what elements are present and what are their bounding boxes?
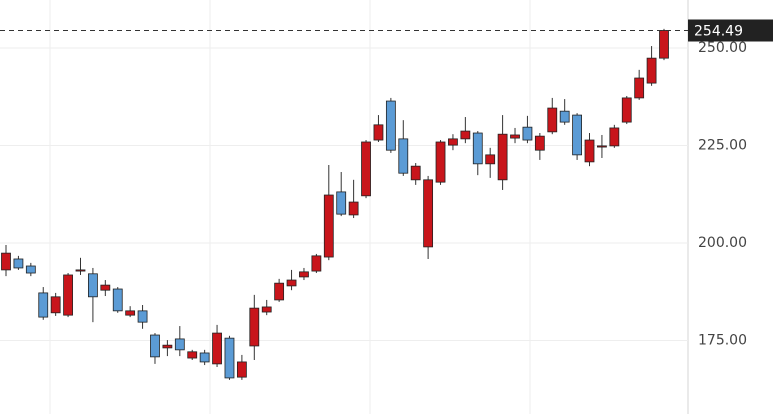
y-tick-label: 250.00 xyxy=(698,40,747,56)
candle-body xyxy=(224,337,235,379)
candle-body xyxy=(174,338,185,351)
candle-body xyxy=(497,133,508,181)
candle-body xyxy=(38,292,49,318)
candle-body xyxy=(460,130,471,140)
candle-body xyxy=(75,269,86,272)
candle-body xyxy=(572,114,582,156)
last-price-box xyxy=(688,19,773,42)
candle-body xyxy=(112,288,123,312)
candle-body xyxy=(249,307,260,347)
candle-body xyxy=(559,110,570,123)
candle-body xyxy=(609,127,620,147)
candle-body xyxy=(63,274,73,316)
last-price-label: 254.49 xyxy=(694,23,743,39)
candle-body xyxy=(100,284,111,291)
candle-body xyxy=(212,332,222,365)
candle-body xyxy=(88,273,98,298)
candle-body xyxy=(187,351,198,359)
candle-body xyxy=(584,139,595,163)
candle-body xyxy=(286,279,297,287)
candle-body xyxy=(361,141,371,197)
y-tick-label: 175.00 xyxy=(698,332,747,348)
candle-body xyxy=(634,77,645,99)
candle-body xyxy=(522,126,533,141)
candle-body xyxy=(336,191,347,215)
candle-body xyxy=(50,296,61,314)
candle-body xyxy=(621,97,632,123)
candle-body xyxy=(261,306,272,313)
candle-body xyxy=(472,132,483,165)
candle-body xyxy=(199,352,210,363)
candle-body xyxy=(13,258,24,269)
candle-body xyxy=(323,194,334,258)
candle-body xyxy=(398,138,409,174)
candle-body xyxy=(423,179,434,248)
candle-body xyxy=(510,134,520,139)
candle-body xyxy=(162,344,173,349)
candle-body xyxy=(448,138,458,146)
candle-body xyxy=(534,135,545,151)
vertical-grid xyxy=(49,0,531,414)
candle-body xyxy=(25,265,36,274)
candle-body xyxy=(410,165,421,181)
y-tick-label: 225.00 xyxy=(698,138,747,154)
candle-body xyxy=(348,201,359,216)
candle-body xyxy=(125,310,136,316)
candle-body xyxy=(299,271,309,278)
candle-body xyxy=(597,145,607,148)
candle-body xyxy=(137,310,148,323)
candle-body xyxy=(274,282,285,301)
candle-body xyxy=(236,361,247,378)
candle-body xyxy=(311,255,322,272)
candle-body xyxy=(646,57,657,84)
candle-body xyxy=(373,124,384,141)
candle-body xyxy=(1,252,11,271)
candle-body xyxy=(659,30,669,59)
y-tick-label: 200.00 xyxy=(698,235,747,251)
candle-body xyxy=(385,100,396,151)
candle-body xyxy=(150,334,160,358)
candle-body xyxy=(485,154,496,165)
candle-body xyxy=(547,107,558,133)
candle-body xyxy=(435,141,446,183)
